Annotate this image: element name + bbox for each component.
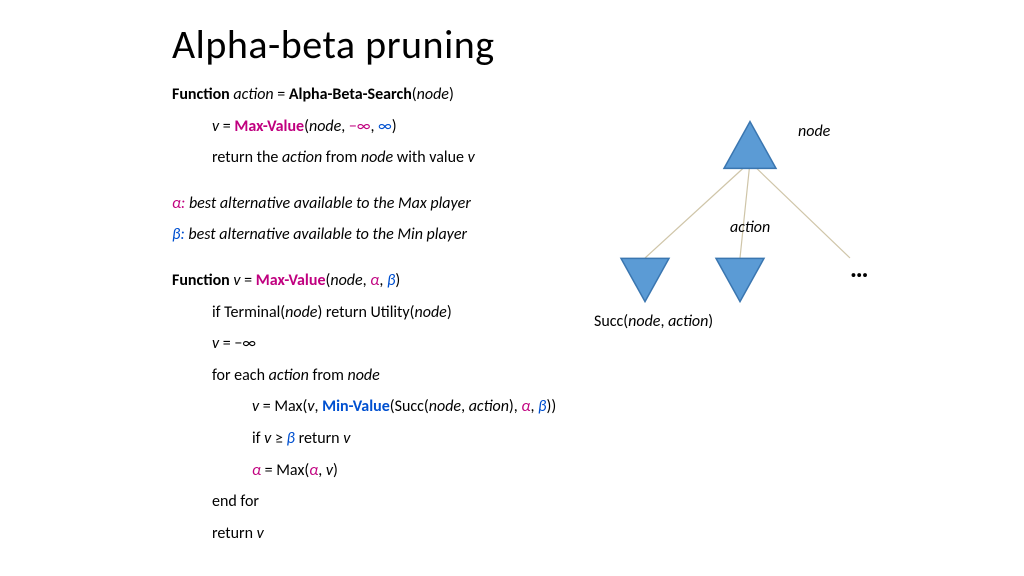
m7: end for [172,489,602,515]
slide-title: Alpha-beta pruning [172,20,495,69]
fn1-l2: v = Max-Value(node, −∞, ∞) [172,114,602,140]
m1: if Terminal(node) return Utility(node) [172,300,602,326]
beta-def: β: best alternative available to the Min… [172,222,602,248]
m2: v = −∞ [172,331,602,357]
m8: return v [172,521,602,547]
node-label: node [798,122,830,141]
m3: for each action from node [172,363,602,389]
succ-label: Succ(node, action) [594,312,713,331]
ellipsis: … [850,252,869,284]
m4: v = Max(v, Min-Value(Succ(node, action),… [172,394,602,420]
fn1-l3: return the action from node with value v [172,145,602,171]
m5: if v ≥ β return v [172,426,602,452]
tree-diagram: node action … Succ(node, action) [560,100,980,360]
fn1-header: Function action = Alpha-Beta-Search(node… [172,82,602,108]
pseudocode-block: Function action = Alpha-Beta-Search(node… [172,82,602,552]
fn2-header: Function v = Max-Value(node, α, β) [172,268,602,294]
action-label: action [730,218,770,237]
m6: α = Max(α, v) [172,458,602,484]
alpha-def: α: best alternative available to the Max… [172,191,602,217]
